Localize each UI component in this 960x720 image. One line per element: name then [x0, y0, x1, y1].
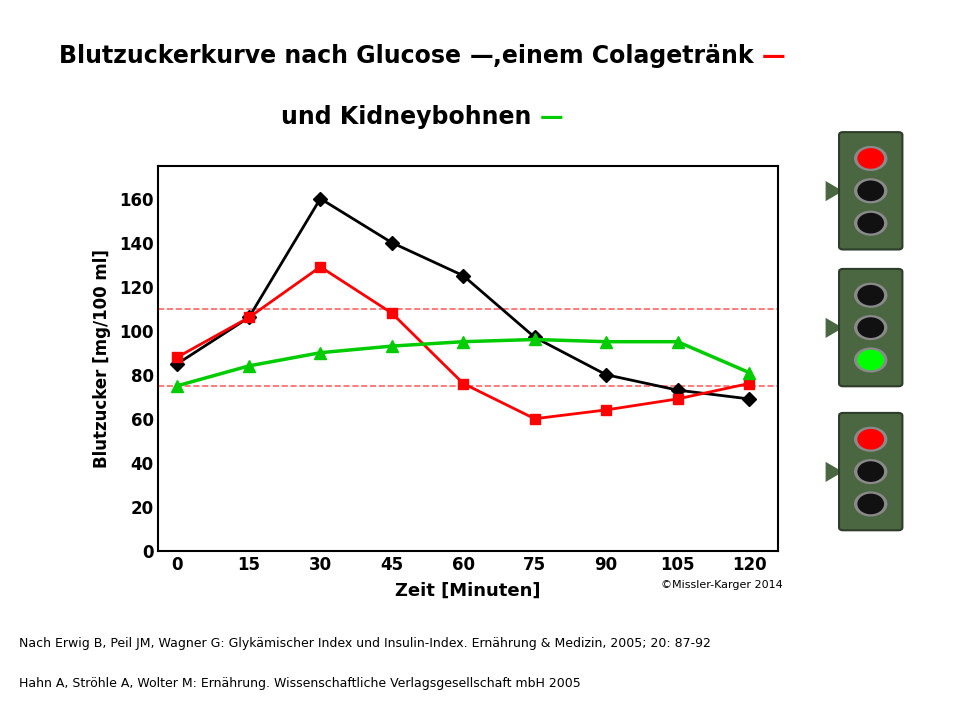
Text: ©Missler-Karger 2014: ©Missler-Karger 2014 — [660, 580, 782, 590]
Text: und Kidneybohnen: und Kidneybohnen — [281, 105, 540, 129]
Text: —: — — [469, 44, 493, 68]
Text: —: — — [762, 44, 785, 68]
Text: ,einem Colagetränk: ,einem Colagetränk — [493, 44, 762, 68]
Text: Blutzuckerkurve nach Glucose: Blutzuckerkurve nach Glucose — [60, 44, 469, 68]
Text: Nach Erwig B, Peil JM, Wagner G: Glykämischer Index und Insulin-Index. Ernährung: Nach Erwig B, Peil JM, Wagner G: Glykämi… — [19, 637, 711, 650]
Text: Hahn A, Ströhle A, Wolter M: Ernährung. Wissenschaftliche Verlagsgesellschaft mb: Hahn A, Ströhle A, Wolter M: Ernährung. … — [19, 677, 581, 690]
X-axis label: Zeit [Minuten]: Zeit [Minuten] — [396, 582, 540, 600]
Text: —: — — [540, 105, 564, 129]
Y-axis label: Blutzucker [mg/100 ml]: Blutzucker [mg/100 ml] — [92, 249, 110, 467]
